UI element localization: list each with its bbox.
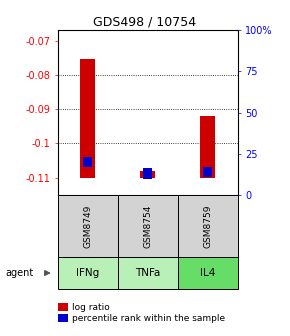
Bar bbox=[143, 168, 153, 179]
Bar bbox=[203, 167, 212, 177]
Bar bbox=[140, 171, 155, 178]
Text: GSM8749: GSM8749 bbox=[84, 204, 93, 248]
Text: TNFa: TNFa bbox=[135, 268, 161, 278]
Text: GSM8754: GSM8754 bbox=[143, 204, 153, 248]
Text: IFNg: IFNg bbox=[76, 268, 99, 278]
Text: percentile rank within the sample: percentile rank within the sample bbox=[72, 314, 226, 323]
Text: log ratio: log ratio bbox=[72, 303, 110, 311]
Text: IL4: IL4 bbox=[200, 268, 215, 278]
Bar bbox=[200, 116, 215, 178]
Text: GSM8759: GSM8759 bbox=[203, 204, 212, 248]
Bar bbox=[80, 59, 95, 178]
Bar bbox=[84, 157, 93, 167]
Text: GDS498 / 10754: GDS498 / 10754 bbox=[93, 15, 197, 28]
Text: agent: agent bbox=[6, 268, 34, 278]
